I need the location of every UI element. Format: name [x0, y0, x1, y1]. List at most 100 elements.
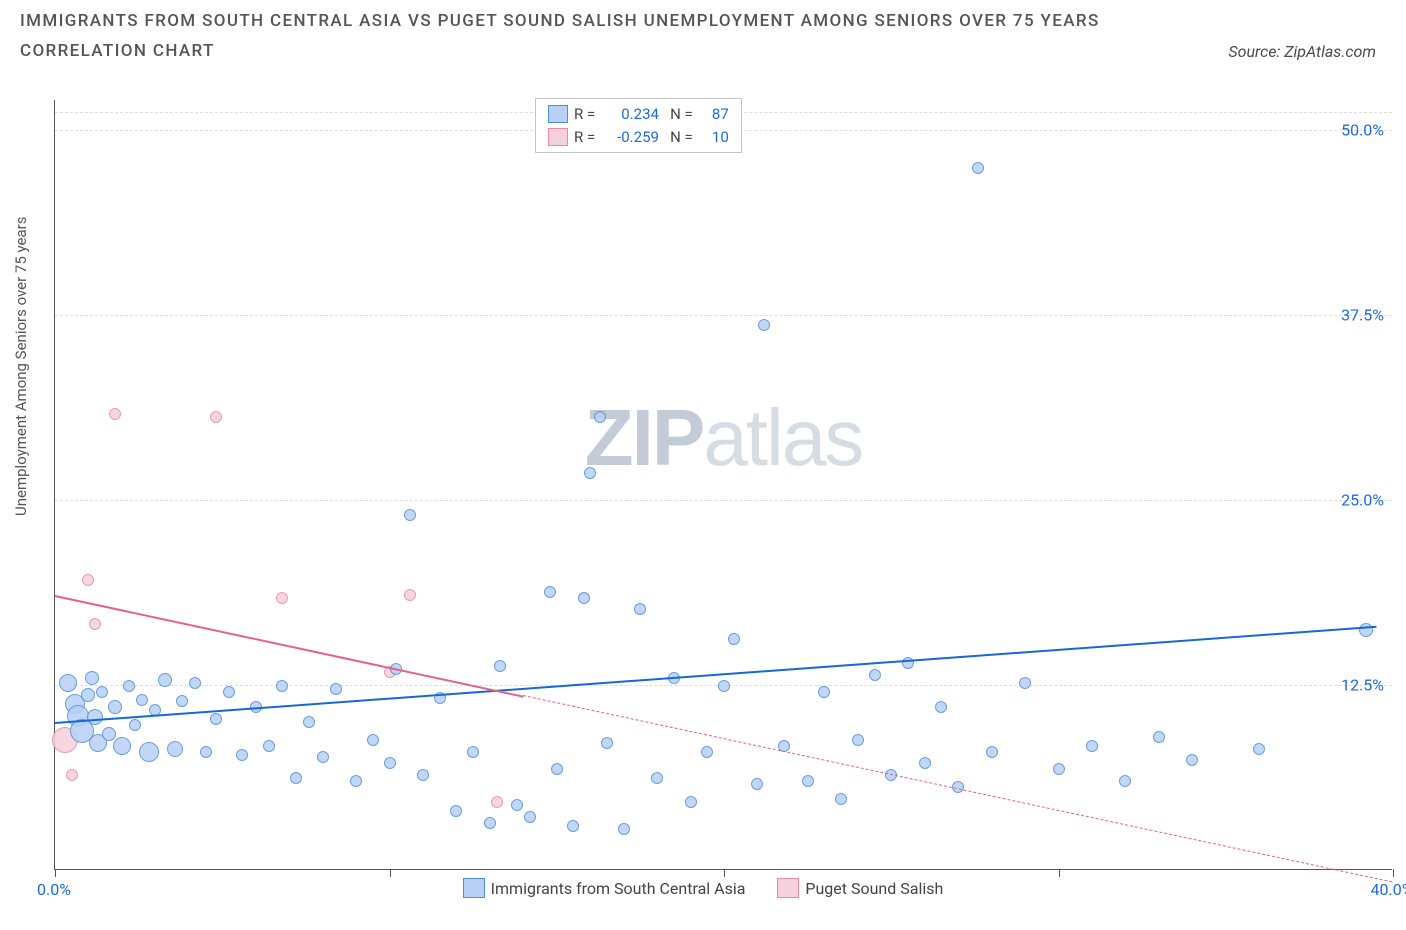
data-point	[317, 751, 329, 763]
data-point	[751, 778, 763, 790]
data-point	[109, 408, 121, 420]
plot-region: ZIPatlas R = 0.234 N = 87 R = -0.259 N =…	[54, 100, 1392, 870]
data-point	[835, 793, 847, 805]
legend-item-b: Puget Sound Salish	[777, 878, 943, 898]
data-point	[601, 737, 613, 749]
legend-label-a: Immigrants from South Central Asia	[491, 879, 746, 898]
stat-row-b: R = -0.259 N = 10	[548, 126, 729, 149]
r-value-b: -0.259	[599, 126, 659, 149]
data-point	[972, 162, 984, 174]
data-point	[494, 660, 506, 672]
data-point	[102, 727, 116, 741]
data-point	[450, 805, 462, 817]
x-tick	[724, 869, 725, 877]
data-point	[701, 746, 713, 758]
data-point	[818, 686, 830, 698]
data-point	[1019, 677, 1031, 689]
chart-area: Unemployment Among Seniors over 75 years…	[0, 96, 1406, 930]
data-point	[367, 734, 379, 746]
n-value-b: 10	[693, 126, 729, 149]
gridline	[55, 315, 1392, 316]
data-point	[136, 694, 148, 706]
swatch-series-a-icon	[548, 105, 568, 123]
data-point	[567, 820, 579, 832]
data-point	[303, 716, 315, 728]
n-value-a: 87	[693, 103, 729, 126]
data-point	[200, 746, 212, 758]
data-point	[66, 769, 78, 781]
legend-item-a: Immigrants from South Central Asia	[463, 878, 746, 898]
x-tick	[390, 869, 391, 877]
data-point	[758, 319, 770, 331]
data-point	[467, 746, 479, 758]
y-tick-label: 37.5%	[1341, 305, 1384, 324]
data-point	[551, 763, 563, 775]
chart-subtitle: CORRELATION CHART	[20, 41, 215, 61]
data-point	[852, 734, 864, 746]
data-point	[544, 586, 556, 598]
data-point	[618, 823, 630, 835]
n-label: N =	[670, 103, 693, 126]
swatch-series-a-icon	[463, 878, 485, 898]
data-point	[350, 775, 362, 787]
data-point	[210, 411, 222, 423]
trendline	[55, 626, 1376, 724]
r-label: R =	[574, 103, 595, 126]
x-tick	[1393, 869, 1394, 877]
data-point	[491, 796, 503, 808]
data-point	[129, 719, 141, 731]
data-point	[1153, 731, 1165, 743]
data-point	[1186, 754, 1198, 766]
y-tick-label: 12.5%	[1341, 675, 1384, 694]
data-point	[236, 749, 248, 761]
data-point	[584, 467, 596, 479]
r-label: R =	[574, 126, 595, 149]
data-point	[290, 772, 302, 784]
data-point	[59, 674, 77, 692]
data-point	[728, 633, 740, 645]
data-point	[578, 592, 590, 604]
header: IMMIGRANTS FROM SOUTH CENTRAL ASIA VS PU…	[0, 0, 1406, 61]
data-point	[511, 799, 523, 811]
data-point	[82, 574, 94, 586]
gridline	[55, 500, 1392, 501]
x-tick-label: 40.0%	[1371, 880, 1406, 899]
data-point	[223, 686, 235, 698]
x-tick	[1059, 869, 1060, 877]
bottom-legend: Immigrants from South Central Asia Puget…	[0, 878, 1406, 902]
watermark-light: atlas	[703, 393, 862, 482]
data-point	[123, 680, 135, 692]
data-point	[524, 811, 536, 823]
data-point	[276, 680, 288, 692]
data-point	[210, 713, 222, 725]
swatch-series-b-icon	[777, 878, 799, 898]
data-point	[263, 740, 275, 752]
r-value-a: 0.234	[599, 103, 659, 126]
data-point	[935, 701, 947, 713]
data-point	[651, 772, 663, 784]
data-point	[919, 757, 931, 769]
data-point	[802, 775, 814, 787]
data-point	[986, 746, 998, 758]
y-tick-label: 50.0%	[1341, 120, 1384, 139]
data-point	[718, 680, 730, 692]
data-point	[158, 673, 172, 687]
x-tick	[55, 869, 56, 877]
stats-legend-box: R = 0.234 N = 87 R = -0.259 N = 10	[535, 98, 742, 153]
stat-row-a: R = 0.234 N = 87	[548, 103, 729, 126]
data-point	[330, 683, 342, 695]
data-point	[176, 695, 188, 707]
data-point	[189, 677, 201, 689]
data-point	[81, 688, 95, 702]
data-point	[1086, 740, 1098, 752]
data-point	[167, 741, 183, 757]
data-point	[634, 603, 646, 615]
data-point	[1253, 743, 1265, 755]
watermark: ZIPatlas	[585, 392, 862, 484]
watermark-bold: ZIP	[585, 393, 703, 482]
swatch-series-b-icon	[548, 128, 568, 146]
x-tick-label: 0.0%	[37, 880, 71, 899]
data-point	[108, 700, 122, 714]
subtitle-row: CORRELATION CHART Source: ZipAtlas.com	[20, 41, 1386, 61]
data-point	[139, 742, 159, 762]
